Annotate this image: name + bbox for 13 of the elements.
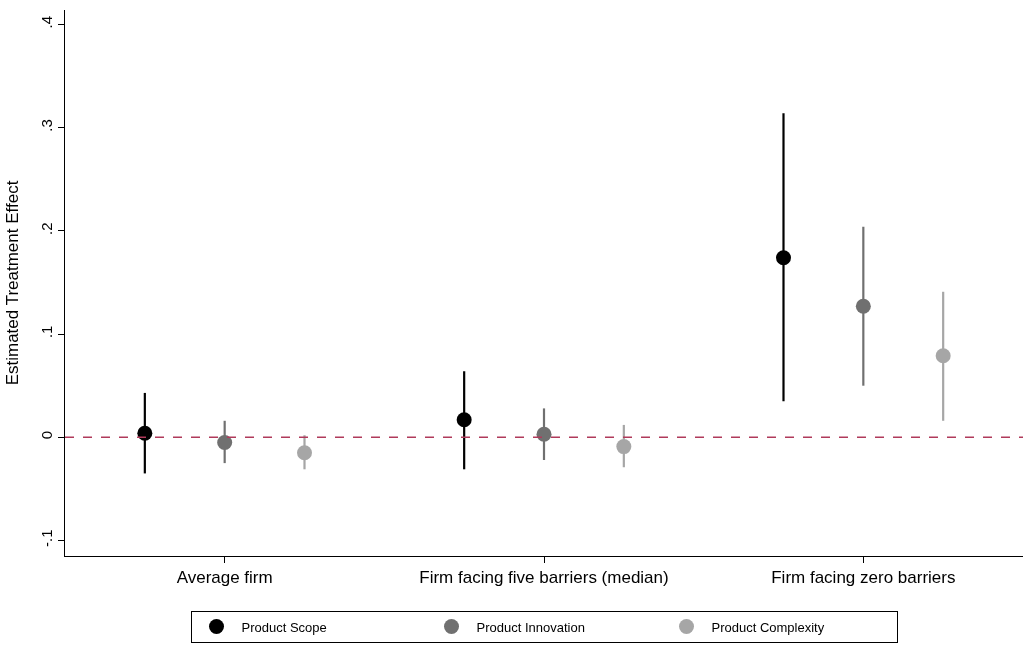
x-tick-label: Firm facing five barriers (median) xyxy=(419,568,669,588)
y-tick-label: .4 xyxy=(38,15,55,29)
legend-label: Product Scope xyxy=(241,619,327,635)
y-tick-label: .2 xyxy=(38,222,55,235)
y-axis-title: Estimated Treatment Effect xyxy=(2,180,22,386)
y-tick-label: .1 xyxy=(38,325,55,339)
x-tick-label: Firm facing zero barriers xyxy=(771,568,956,588)
legend-label: Product Innovation xyxy=(476,619,585,635)
y-tick-label: .3 xyxy=(38,119,55,132)
y-tick-label: -.1 xyxy=(38,529,55,548)
legend-label: Product Complexity xyxy=(711,619,825,635)
y-tick-label: 0 xyxy=(38,430,55,440)
x-tick-label: Average firm xyxy=(176,568,273,588)
